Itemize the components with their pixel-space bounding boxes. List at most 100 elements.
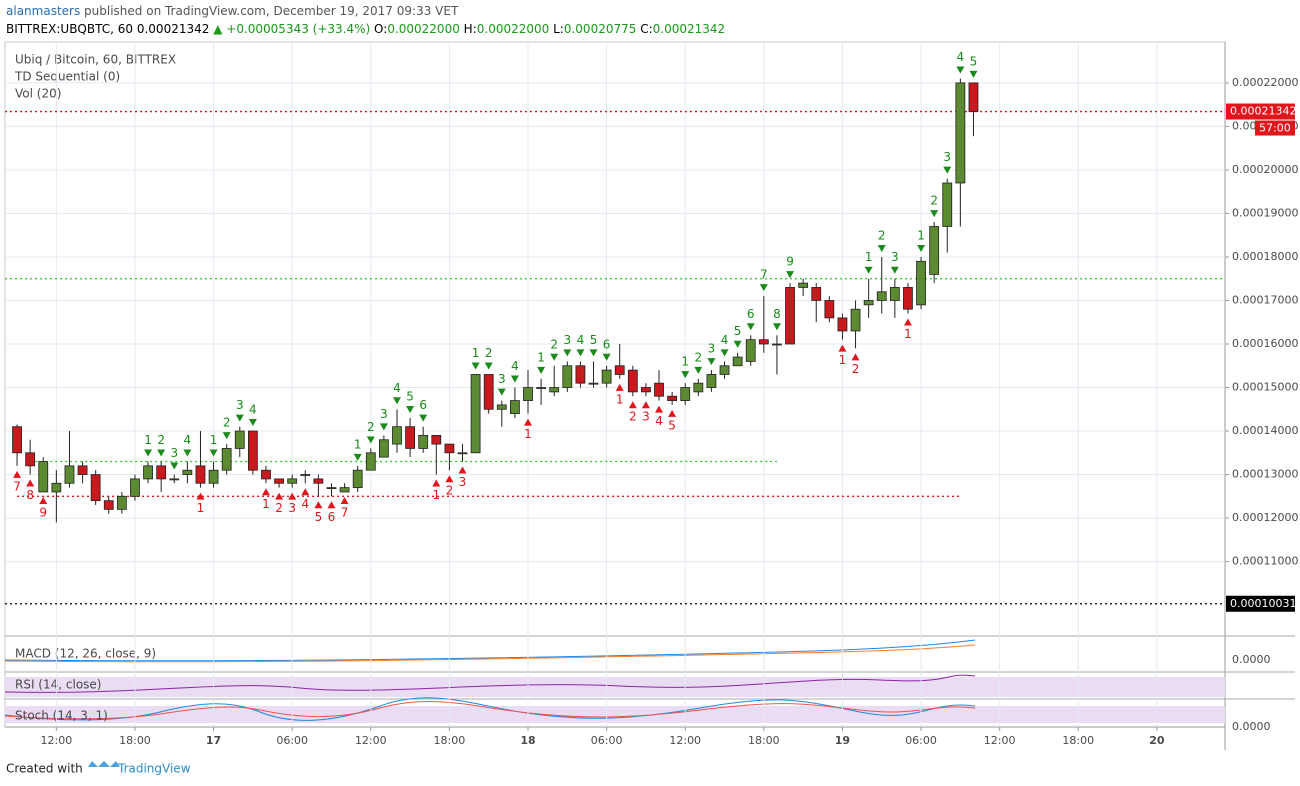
l-label: L:: [553, 22, 564, 36]
candle-body: [287, 478, 298, 484]
td-arrow: [379, 423, 388, 431]
td-buy-count: 1: [262, 497, 270, 511]
symbol: BITTREX:UBQBTC, 60: [6, 22, 134, 36]
y-tick-label: 0.00013000: [1232, 468, 1298, 481]
td-arrow: [392, 397, 401, 405]
td-buy-count: 1: [524, 427, 532, 441]
td-buy-count: 7: [341, 505, 349, 519]
candle-body: [496, 404, 507, 410]
macd-signal: [4, 644, 976, 663]
candle-body: [601, 369, 612, 384]
td-buy-count: 2: [629, 410, 637, 424]
candle-body: [25, 452, 36, 467]
td-sell-count: 5: [406, 389, 414, 403]
o-value: 0.00022000: [387, 22, 460, 36]
candle-body: [916, 260, 926, 306]
td-sell-count: 5: [734, 324, 742, 338]
y-tick-label: 0.00015000: [1232, 381, 1298, 394]
td-sell-count: 1: [865, 250, 873, 264]
x-tick-label: 12:00: [984, 734, 1016, 747]
td-arrow: [183, 449, 192, 457]
td-buy-count: 8: [26, 488, 34, 502]
candle-body: [195, 465, 206, 484]
candle-body: [38, 461, 49, 493]
td-buy-count: 5: [668, 418, 676, 432]
td-sell-count: 3: [236, 398, 244, 412]
candle-body: [641, 387, 651, 393]
candle-body: [732, 356, 743, 367]
x-tick-label: 20: [1149, 734, 1165, 747]
td-arrow: [877, 244, 886, 252]
candle-body: [51, 482, 62, 493]
td-buy-count: 1: [432, 488, 440, 502]
td-arrow: [903, 318, 912, 326]
td-sell-count: 6: [747, 307, 755, 321]
td-sell-count: 1: [210, 433, 218, 447]
td-sell-count: 4: [393, 381, 401, 395]
td-arrow: [157, 449, 166, 457]
candle-body: [90, 474, 101, 502]
candle-body: [903, 287, 913, 310]
td-arrow: [432, 479, 441, 487]
td-sell-count: 3: [943, 150, 951, 164]
candle-body: [824, 300, 835, 319]
td-arrow: [917, 244, 926, 252]
x-tick-label: 18:00: [119, 734, 151, 747]
legend-title: Ubiq / Bitcoin, 60, BITTREX: [15, 53, 176, 67]
price-label-box: [1226, 595, 1295, 612]
td-arrow: [524, 418, 533, 426]
td-sell-count: 4: [957, 50, 965, 64]
candle-body: [378, 439, 389, 458]
td-sell-count: 2: [367, 420, 375, 434]
x-tick-label: 06:00: [591, 734, 623, 747]
candle-body: [654, 382, 664, 397]
x-tick-label: 12:00: [355, 734, 387, 747]
td-buy-count: 1: [904, 327, 912, 341]
candle-body: [405, 426, 415, 449]
x-tick-label: 18:00: [1062, 734, 1094, 747]
author[interactable]: alanmasters: [6, 4, 81, 18]
td-sell-count: 4: [184, 433, 192, 447]
td-arrow: [851, 353, 860, 361]
legend-indicator: TD Sequential (0): [14, 70, 120, 84]
candle-body: [745, 339, 756, 362]
td-arrow: [537, 366, 546, 374]
td-sell-count: 1: [472, 346, 480, 360]
candle-body: [942, 182, 953, 227]
td-sell-count: 4: [249, 403, 257, 417]
td-arrow: [458, 466, 467, 474]
y-tick-label: 0.00012000: [1232, 511, 1298, 524]
x-tick-label: 19: [835, 734, 850, 747]
y-tick-label: 0.00017000: [1232, 293, 1298, 306]
candle-body: [785, 287, 795, 345]
last-price: 0.00021342: [136, 22, 210, 36]
candle-body: [955, 82, 966, 184]
plot-frame: [4, 41, 1226, 728]
candle-body: [889, 287, 900, 301]
td-arrow: [406, 405, 415, 413]
footer-brand[interactable]: TradingView: [117, 762, 191, 776]
td-arrow: [956, 66, 965, 74]
td-buy-count: 9: [39, 505, 47, 519]
td-sell-count: 3: [708, 342, 716, 356]
td-arrow: [314, 501, 323, 509]
candle-body: [876, 291, 887, 301]
td-arrow: [248, 419, 257, 427]
td-arrow: [196, 492, 205, 500]
td-arrow: [13, 470, 22, 478]
c-value: 0.00021342: [652, 22, 726, 36]
candle-body: [758, 339, 769, 345]
td-buy-count: 2: [852, 362, 860, 376]
td-arrow: [26, 479, 35, 487]
td-sell-count: 3: [498, 372, 506, 386]
td-sell-count: 2: [157, 433, 165, 447]
rsi-line: [4, 674, 976, 693]
td-arrow: [772, 323, 781, 331]
td-arrow: [694, 366, 703, 374]
candle-body: [706, 374, 717, 388]
td-buy-count: 7: [13, 479, 21, 493]
td-sell-count: 9: [786, 255, 794, 269]
candle-body: [130, 478, 140, 497]
